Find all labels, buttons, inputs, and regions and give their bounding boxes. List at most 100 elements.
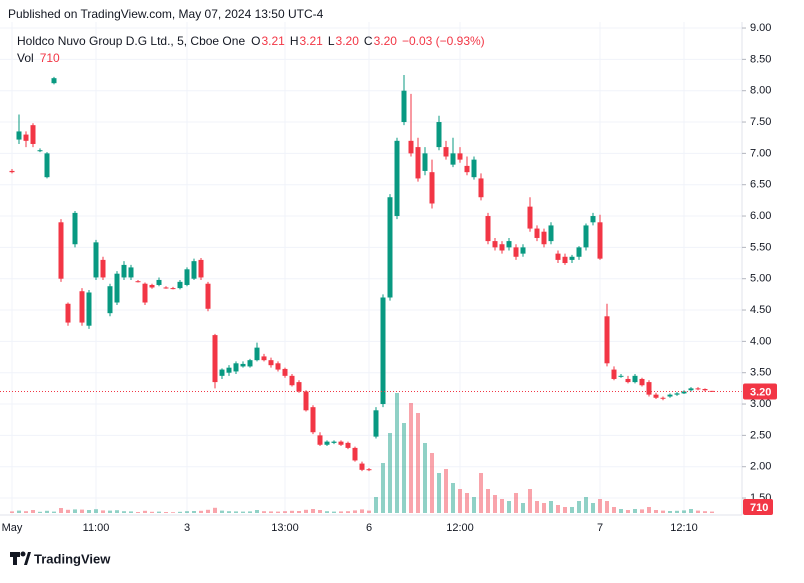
candle-body	[653, 394, 659, 398]
candle-body	[261, 356, 267, 361]
candle-body	[548, 225, 554, 242]
candle-body	[681, 391, 687, 394]
y-tick-label: 8.00	[750, 85, 771, 97]
volume-bar	[402, 423, 406, 513]
volume-bar	[87, 510, 91, 513]
volume-bar	[73, 509, 77, 513]
candle-body	[555, 253, 561, 260]
y-tick-label: 9.00	[750, 22, 771, 34]
legend-volume-key: Vol	[17, 51, 34, 65]
candle-body	[86, 292, 92, 326]
candle-body	[520, 247, 526, 254]
candle-body	[611, 369, 617, 379]
volume-bar	[157, 511, 161, 513]
candle-body	[499, 244, 505, 251]
volume-bar	[696, 510, 700, 513]
x-tick-label: 3	[184, 522, 190, 534]
legend-volume-value: 710	[40, 51, 60, 65]
volume-bar	[150, 511, 154, 513]
volume-bar	[542, 503, 546, 513]
candle-body	[604, 316, 610, 364]
volume-bar	[514, 493, 518, 513]
candle-body	[331, 441, 337, 443]
candle-body	[135, 281, 141, 283]
volume-bar	[325, 511, 329, 513]
candle-body	[58, 222, 64, 279]
volume-bar	[143, 510, 147, 513]
candle-body	[541, 231, 547, 245]
candle-body	[506, 241, 512, 248]
y-tick-label: 7.50	[750, 116, 771, 128]
volume-bar	[689, 509, 693, 513]
volume-bar	[528, 489, 532, 513]
candle-body	[23, 134, 29, 141]
candle-body	[72, 212, 78, 245]
volume-bar	[255, 510, 259, 513]
volume-bar	[136, 512, 140, 513]
volume-bar	[381, 463, 385, 513]
volume-bar	[626, 510, 630, 513]
x-tick-label: 11:00	[83, 522, 110, 534]
candle-body	[184, 269, 190, 285]
volume-bar	[451, 483, 455, 513]
candle-body	[625, 378, 631, 383]
volume-bar	[577, 501, 581, 513]
candle-body	[324, 441, 330, 445]
volume-bar	[339, 511, 343, 513]
volume-bar	[290, 510, 294, 513]
volume-bar	[374, 497, 378, 513]
volume-bar	[409, 403, 413, 513]
y-tick-label: 3.50	[750, 367, 771, 379]
y-tick-label: 6.50	[750, 179, 771, 191]
candle-body	[646, 382, 652, 395]
volume-bar	[122, 511, 126, 513]
volume-bar	[647, 507, 651, 513]
candle-body	[352, 447, 358, 461]
volume-bar	[206, 509, 210, 513]
volume-bar	[311, 509, 315, 513]
volume-bar	[276, 511, 280, 513]
candle-body	[128, 267, 134, 278]
volume-bar	[668, 511, 672, 513]
candle-body	[191, 261, 197, 279]
candle-body	[401, 90, 407, 123]
last-volume-box	[743, 499, 773, 515]
volume-bar	[437, 473, 441, 513]
volume-bar	[619, 509, 623, 513]
legend: Holdco Nuvo Group D.G Ltd., 5, Cboe One O…	[17, 34, 485, 65]
volume-bar	[353, 510, 357, 513]
volume-bar	[164, 512, 168, 513]
volume-bar	[430, 453, 434, 513]
candle-body	[702, 388, 708, 391]
volume-bar	[675, 510, 679, 513]
legend-value: 3.20	[336, 34, 360, 48]
candle-body	[674, 393, 680, 395]
footer-brand: TradingView	[34, 551, 111, 566]
volume-bar	[262, 511, 266, 513]
volume-bar	[458, 489, 462, 513]
y-tick-label: 5.00	[750, 273, 771, 285]
candle-body	[30, 125, 36, 144]
candle-body	[268, 360, 274, 366]
candle-body	[450, 153, 456, 165]
volume-bar	[682, 510, 686, 513]
candle-body	[114, 273, 120, 303]
candle-body	[471, 159, 477, 178]
volume-bar	[661, 510, 665, 513]
candle-body	[394, 140, 400, 217]
candle-body	[534, 228, 540, 238]
volume-bar	[563, 507, 567, 513]
volume-bar	[535, 501, 539, 513]
volume-bar	[101, 510, 105, 513]
candle-body	[37, 150, 43, 152]
candle-body	[289, 375, 295, 386]
volume-bar	[640, 509, 644, 513]
volume-bar	[129, 511, 133, 513]
candle-body	[79, 291, 85, 323]
candle-body	[597, 222, 603, 259]
legend-key: L	[328, 34, 335, 48]
volume-bar	[66, 509, 70, 513]
candle-body	[317, 435, 323, 445]
